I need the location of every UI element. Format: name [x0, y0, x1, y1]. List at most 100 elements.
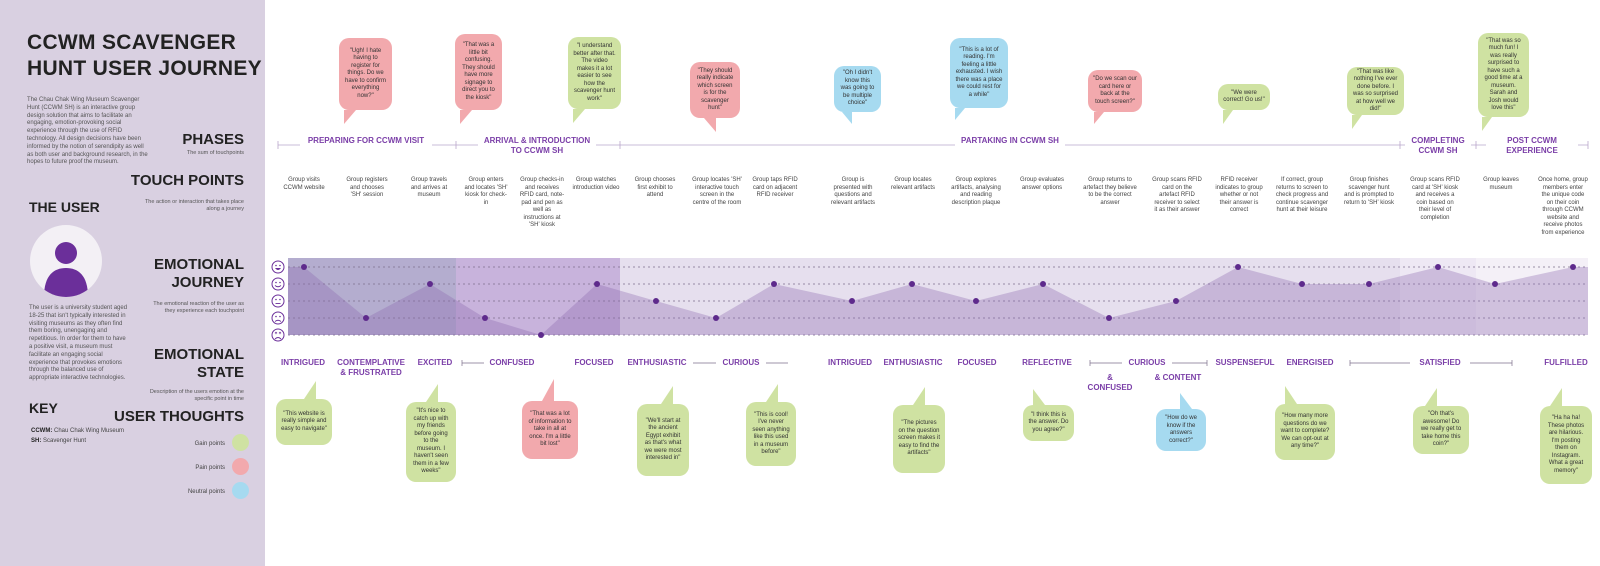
touch-point: Group taps RFID card on adjacent RFID re…: [752, 177, 798, 198]
state-label: ENERGISED: [1286, 358, 1334, 367]
touch-point: Group evaluates answer options: [1019, 177, 1065, 191]
legend-gain-swatch: [232, 434, 249, 451]
state-label: FOCUSED: [957, 358, 997, 367]
state-label: SUSPENSEFUL: [1215, 358, 1275, 367]
state-label: CONFUSED: [484, 358, 540, 368]
state-label: ENTHUSIASTIC: [883, 358, 943, 367]
user-heading: THE USER: [29, 199, 100, 215]
thought-bubble-pain: "They should really indicate which scree…: [690, 62, 740, 132]
emotion-point: [1040, 281, 1046, 287]
phase-preparing: PREPARING FOR CCWM VISIT: [300, 136, 432, 146]
emotion-point: [653, 298, 659, 304]
user-description: The user is a university student aged 18…: [29, 305, 128, 382]
thought-bubble-gain: "I think this is the answer. Do you agre…: [1023, 389, 1074, 441]
emotion-point: [713, 315, 719, 321]
emotion-point: [427, 281, 433, 287]
phase-arrival: ARRIVAL & INTRODUCTION TO CCWM SH: [478, 136, 596, 156]
key-item: CCWM: Chau Chak Wing Museum: [31, 428, 125, 434]
emotion-point: [849, 298, 855, 304]
state-label: INTRIGUED: [281, 358, 325, 367]
phases-heading: PHASES: [182, 131, 244, 148]
emotion-point: [1173, 298, 1179, 304]
phase-band-partaking: [620, 258, 1400, 335]
thought-bubble-gain: "We'll start at the ancient Egypt exhibi…: [637, 386, 689, 476]
key-heading: KEY: [29, 400, 58, 416]
state-label: CURIOUS: [1122, 358, 1172, 368]
touch-point: Once home, group members enter the uniqu…: [1538, 177, 1588, 236]
touch-points-subheading: The action or interaction that takes pla…: [144, 199, 244, 212]
emotion-point: [771, 281, 777, 287]
touch-point: Group leaves museum: [1483, 177, 1519, 191]
touch-points-heading: TOUCH POINTS: [130, 172, 244, 189]
phase-completing: COMPLETING CCWM SH: [1405, 136, 1471, 156]
emotion-point: [909, 281, 915, 287]
touch-point: RFID receiver indicates to group whether…: [1215, 177, 1263, 213]
touch-point: Group registers and chooses 'SH' session: [346, 177, 388, 198]
emotion-point: [1299, 281, 1305, 287]
phase-band-arrival: [456, 258, 620, 335]
thought-bubble-gain: "I understand better after that. The vid…: [568, 37, 621, 123]
emotion-point: [594, 281, 600, 287]
emotion-point: [1435, 264, 1441, 270]
phase-post: POST CCWM EXPERIENCE: [1486, 136, 1578, 156]
sidebar: CCWM SCAVENGER HUNT USER JOURNEY The Cha…: [0, 0, 265, 566]
thought-bubble-gain: "It's nice to catch up with my friends b…: [406, 384, 456, 482]
thought-bubble-gain: "That was like nothing I've ever done be…: [1347, 67, 1404, 129]
touch-point: Group watches introduction video: [572, 177, 620, 191]
state-label: INTRIGUED: [828, 358, 872, 367]
touch-point: Group explores artifacts, analysing and …: [951, 177, 1001, 206]
thought-bubble-gain: "This is cool! I've never seen anything …: [746, 384, 796, 466]
state-label: CONTEMPLATIVE & FRUSTRATED: [337, 358, 405, 377]
touch-point: Group travels and arrives at museum: [410, 177, 448, 198]
state-label: FULFILLED: [1544, 358, 1588, 367]
touch-point: Group is presented with questions and re…: [830, 177, 876, 206]
phase-band-preparing: [288, 258, 456, 335]
thought-bubble-gain: "Oh that's awesome! Do we really get to …: [1413, 388, 1469, 454]
touch-point: Group chooses first exhibit to attend: [634, 177, 676, 198]
state-label: REFLECTIVE: [1022, 358, 1072, 367]
touch-point: Group locates relevant artifacts: [890, 177, 936, 191]
user-avatar-icon: [30, 225, 102, 297]
emotion-point: [538, 332, 544, 338]
thought-bubble-neutral: "This is a lot of reading. I'm feeling a…: [950, 38, 1008, 120]
state-label: & CONFUSED: [1087, 373, 1133, 392]
thought-bubble-pain: "That was a little bit confusing. They s…: [455, 34, 502, 124]
page-title: CCWM SCAVENGER HUNT USER JOURNEY: [27, 31, 262, 80]
state-label: CURIOUS: [716, 358, 766, 368]
touch-point: Group returns to artefact they believe t…: [1083, 177, 1137, 206]
touch-point: Group locates 'SH' interactive touch scr…: [692, 177, 742, 206]
state-label: SATISFIED: [1410, 358, 1470, 368]
emotional-journey-subheading: The emotional reaction of the user as th…: [153, 301, 244, 314]
touch-point: Group finishes scavenger hunt and is pro…: [1344, 177, 1394, 206]
thought-bubble-neutral: "How do we know if the answers correct?": [1156, 393, 1206, 451]
touch-point: Group enters and locates 'SH' kiosk for …: [464, 177, 508, 206]
key-item: SH: Scavenger Hunt: [31, 438, 87, 444]
emotional-journey-heading: EMOTIONAL JOURNEY: [154, 256, 244, 291]
thought-bubble-gain: "The pictures on the question screen mak…: [893, 387, 945, 473]
thought-bubble-gain: "This website is really simple and easy …: [276, 381, 332, 445]
touch-point: If correct, group returns to screen to c…: [1275, 177, 1329, 213]
emotion-point: [301, 264, 307, 270]
emotion-point: [1366, 281, 1372, 287]
emotion-point: [1570, 264, 1576, 270]
thought-bubble-pain: "Do we scan our card here or back at the…: [1088, 70, 1142, 124]
thought-bubble-neutral: "Oh I didn't know this was going to be m…: [834, 66, 881, 124]
legend-neutral-label: Neutral points: [187, 489, 225, 495]
neutral-face-icon: [271, 294, 285, 308]
intro-text: The Chau Chak Wing Museum Scavenger Hunt…: [27, 97, 148, 166]
legend-pain-swatch: [232, 458, 249, 475]
emotion-point: [1106, 315, 1112, 321]
state-label: FOCUSED: [574, 358, 614, 367]
state-label: EXCITED: [417, 358, 453, 367]
phase-partaking: PARTAKING IN CCWM SH: [955, 136, 1065, 146]
touch-point: Group scans RFID card on the artefact RF…: [1152, 177, 1202, 213]
touch-point: Group visits CCWM website: [283, 177, 325, 191]
state-label: ENTHUSIASTIC: [627, 358, 687, 367]
legend-pain-label: Pain points: [195, 465, 225, 471]
emotional-state-heading: EMOTIONAL STATE: [154, 346, 244, 381]
emotion-area: [288, 267, 1588, 335]
emotion-point: [973, 298, 979, 304]
phase-band-completing: [1400, 258, 1476, 335]
